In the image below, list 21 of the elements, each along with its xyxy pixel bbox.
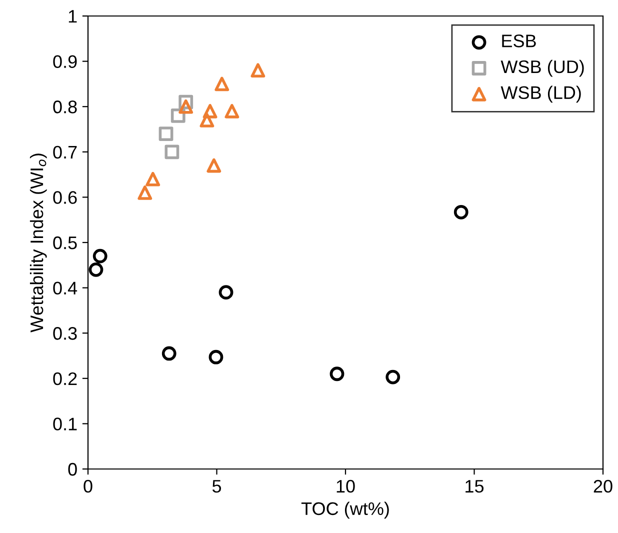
y-tick-label: 0.2: [53, 372, 77, 386]
x-axis-title: TOC (wt%): [301, 502, 389, 519]
y-tick-label: 0: [68, 462, 77, 476]
legend-label: ESB: [502, 34, 536, 48]
y-tick-label: 0.1: [53, 418, 77, 430]
y-tick-label: 1: [68, 10, 77, 23]
x-tick-label: 0: [84, 480, 92, 493]
x-tick-label: 10: [336, 480, 355, 493]
y-tick-label: 0.9: [53, 55, 77, 68]
legend-label: WSB (UD): [500, 60, 584, 77]
y-tick-label: 0.7: [53, 146, 77, 159]
y-tick-label: 0.8: [53, 100, 77, 114]
y-tick-label: 0.4: [53, 282, 78, 295]
y-tick-label: 0.5: [53, 236, 77, 250]
x-tick-label: 15: [466, 480, 484, 493]
x-tick-label: 20: [594, 480, 612, 493]
x-tick-label: 5: [212, 480, 222, 493]
y-tick-label: 0.6: [53, 191, 77, 204]
y-axis-title: Wettability Index (WI$_{o}$): [30, 154, 47, 332]
y-tick-label: 0.3: [53, 327, 77, 340]
legend-label: WSB (LD): [500, 86, 581, 103]
